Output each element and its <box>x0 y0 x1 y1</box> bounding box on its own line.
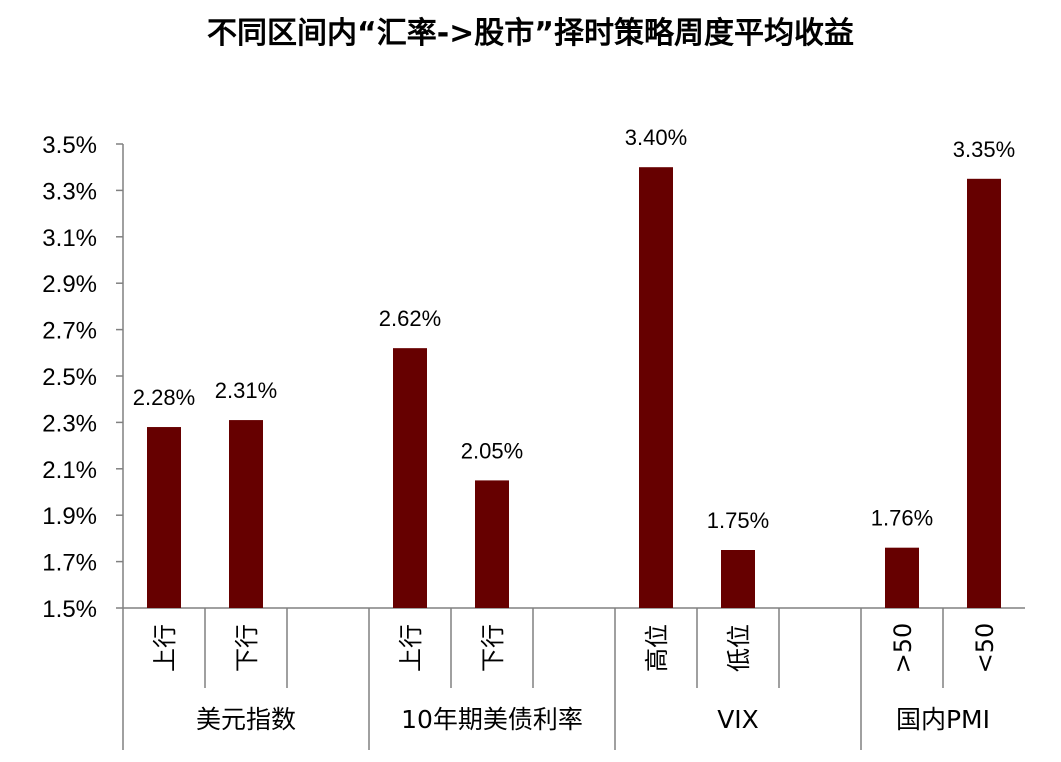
category-label: 上行 <box>151 624 179 672</box>
y-tick-label: 2.5% <box>42 364 97 391</box>
category-label: 上行 <box>397 624 425 672</box>
y-tick-label: 1.9% <box>42 503 97 530</box>
data-label: 2.31% <box>215 378 277 403</box>
y-tick-label: 2.1% <box>42 457 97 484</box>
group-label: 美元指数 <box>196 705 296 734</box>
y-tick-label: 3.1% <box>42 225 97 252</box>
data-label: 2.62% <box>379 306 441 331</box>
category-label: 下行 <box>233 624 261 672</box>
data-label: 1.75% <box>707 508 769 533</box>
group-label: VIX <box>717 705 759 734</box>
y-tick-label: 1.5% <box>42 596 97 623</box>
data-label: 2.28% <box>133 385 195 410</box>
category-label: 低位 <box>725 624 753 672</box>
y-tick-label: 2.9% <box>42 271 97 298</box>
category-label: <50 <box>971 623 999 674</box>
data-label: 3.35% <box>953 137 1015 162</box>
data-label: 2.05% <box>461 438 523 463</box>
bar <box>639 167 673 608</box>
y-tick-label: 1.7% <box>42 550 97 577</box>
y-tick-label: 2.3% <box>42 410 97 437</box>
bar <box>721 550 755 608</box>
y-tick-label: 2.7% <box>42 318 97 345</box>
bar <box>393 348 427 608</box>
group-label: 国内PMI <box>896 705 990 734</box>
data-label: 1.76% <box>871 506 933 531</box>
bar <box>229 420 263 608</box>
bar <box>885 547 919 608</box>
category-label: 下行 <box>479 624 507 672</box>
category-label: >50 <box>889 623 917 674</box>
category-label: 高位 <box>643 624 671 672</box>
y-tick-label: 3.3% <box>42 178 97 205</box>
bar <box>475 480 509 608</box>
data-label: 3.40% <box>625 125 687 150</box>
bar <box>967 178 1001 609</box>
chart-title: 不同区间内“汇率->股市”择时策略周度平均收益 <box>206 16 855 51</box>
bar <box>147 427 181 608</box>
y-tick-label: 3.5% <box>42 132 97 159</box>
group-label: 10年期美债利率 <box>401 705 583 734</box>
